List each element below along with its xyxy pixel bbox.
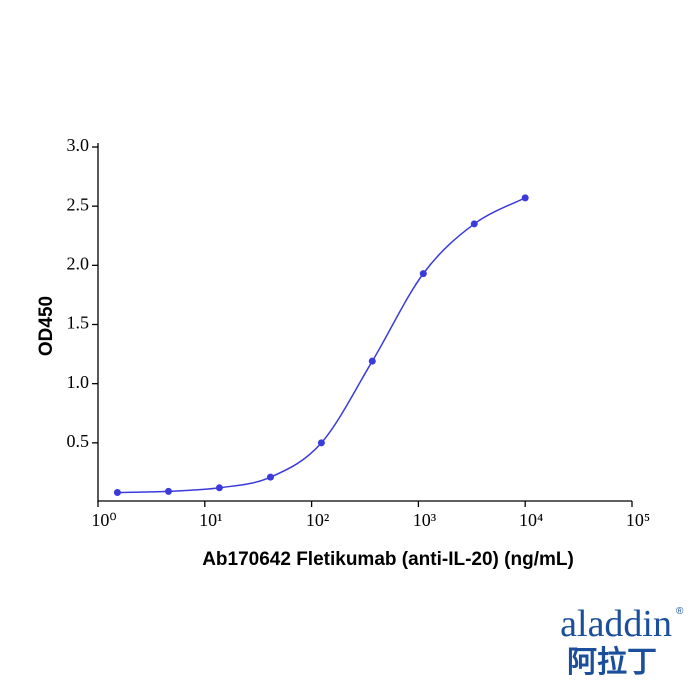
point [113, 489, 121, 497]
x-tick-label: 10² [306, 510, 329, 530]
point [266, 473, 274, 481]
y-tick-label: 2.5 [67, 194, 90, 214]
logo-text: aladdin [560, 603, 672, 645]
x-axis-label: Ab170642 Fletikumab (anti-IL-20) (ng/mL) [202, 549, 574, 570]
point [419, 270, 427, 278]
logo-chinese: 阿拉丁 [567, 645, 657, 680]
point [521, 194, 529, 202]
point [368, 357, 376, 365]
y-tick-label: 0.5 [67, 431, 90, 451]
x-tick-label: 10¹ [199, 510, 222, 530]
y-tick-label: 1.5 [67, 313, 90, 333]
point [215, 484, 223, 492]
x-tick-label: 10³ [413, 510, 437, 530]
fit-curve [117, 197, 526, 494]
x-tick-label: 10⁰ [91, 510, 116, 530]
y-axis-label: OD450 [36, 296, 57, 356]
point [317, 439, 325, 447]
logo-mark: ® [676, 606, 684, 617]
point [470, 220, 478, 228]
point [164, 487, 172, 495]
x-tick-label: 10⁵ [626, 510, 650, 530]
y-tick-label: 3.0 [67, 135, 90, 155]
x-tick-label: 10⁴ [519, 510, 543, 530]
y-tick-label: 1.0 [67, 372, 90, 392]
y-tick-label: 2.0 [67, 253, 90, 273]
